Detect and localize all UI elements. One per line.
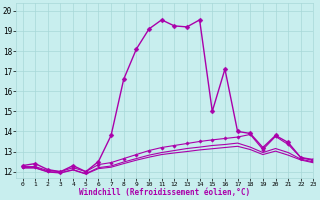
X-axis label: Windchill (Refroidissement éolien,°C): Windchill (Refroidissement éolien,°C) [79, 188, 250, 197]
